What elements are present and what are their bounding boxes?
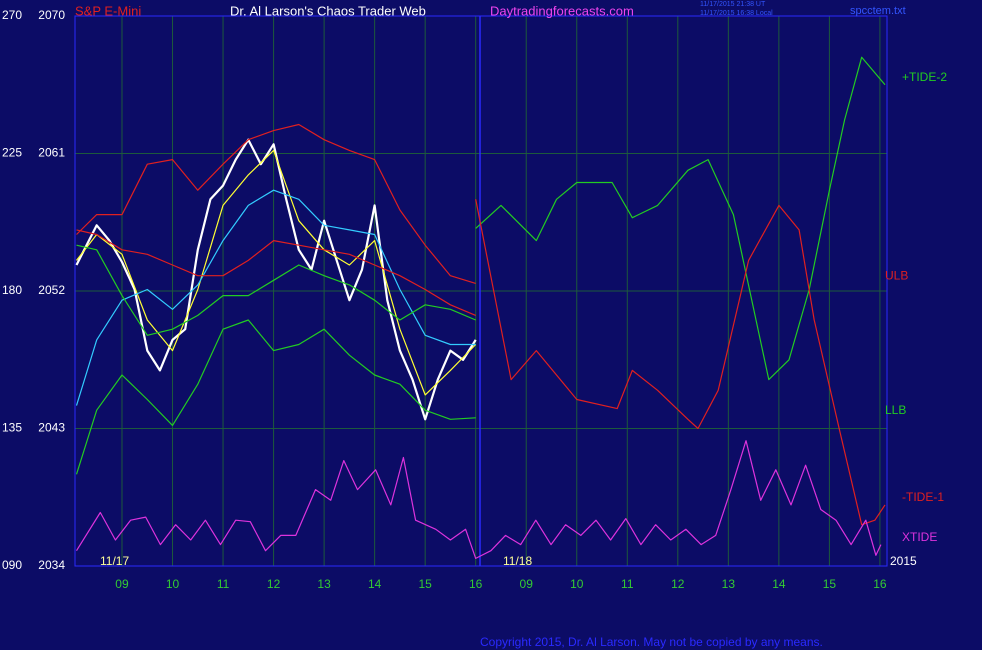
series-line	[75, 189, 476, 406]
x-tick-label: 13	[317, 577, 331, 591]
series-label: +TIDE-2	[902, 70, 947, 84]
file-name: spcctem.txt	[850, 5, 906, 17]
copyright: Copyright 2015, Dr. Al Larson. May not b…	[480, 635, 823, 649]
website: Daytradingforecasts.com	[490, 3, 634, 18]
plot-frame	[74, 15, 888, 567]
series-label: ULB	[885, 269, 908, 283]
y-tick-label: 2070	[38, 8, 65, 22]
x-tick-label: 15	[823, 577, 837, 591]
y2-tick-label: 135	[2, 421, 22, 435]
chart-title: Dr. Al Larson's Chaos Trader Web	[230, 3, 426, 18]
x-tick-label: 09	[520, 577, 534, 591]
y2-tick-label: 225	[2, 146, 22, 160]
date-label: 2015	[890, 554, 917, 568]
y-tick-label: 2052	[38, 283, 65, 297]
x-tick-label: 09	[115, 577, 129, 591]
x-tick-label: 12	[267, 577, 281, 591]
series-label: XTIDE	[902, 530, 937, 544]
x-tick-label: 10	[570, 577, 584, 591]
x-tick-label: 13	[722, 577, 736, 591]
series-line	[76, 123, 476, 284]
x-tick-label: 10	[166, 577, 180, 591]
y-tick-label: 2061	[38, 146, 65, 160]
x-tick-label: 16	[873, 577, 887, 591]
series-line	[75, 319, 476, 475]
x-tick-label: 15	[418, 577, 432, 591]
series-line	[75, 138, 477, 421]
y-tick-label: 2043	[38, 421, 65, 435]
x-tick-label: 11	[621, 577, 634, 591]
series-line	[475, 56, 886, 381]
x-tick-label: 16	[469, 577, 483, 591]
y2-tick-label: 270	[2, 8, 22, 22]
timestamp: 11/17/2015 21:38 UT	[700, 1, 766, 8]
x-tick-label: 14	[368, 577, 382, 591]
x-tick-label: 12	[671, 577, 685, 591]
y2-tick-label: 090	[2, 558, 22, 572]
date-label: 11/17	[100, 554, 129, 568]
x-tick-label: 14	[772, 577, 786, 591]
series-line	[75, 440, 882, 559]
series-label: -TIDE-1	[902, 490, 944, 504]
x-tick-label: 11	[217, 577, 230, 591]
series-label: LLB	[885, 403, 906, 417]
y2-tick-label: 180	[2, 283, 22, 297]
timestamp: 11/17/2015 16:38 Local	[700, 10, 773, 17]
series-line	[475, 199, 886, 526]
series-line	[76, 149, 477, 396]
series-line	[76, 229, 476, 316]
series-line	[76, 244, 476, 336]
y-tick-label: 2034	[38, 558, 65, 572]
date-label: 11/18	[503, 554, 532, 568]
instrument: S&P E-Mini	[75, 3, 141, 18]
